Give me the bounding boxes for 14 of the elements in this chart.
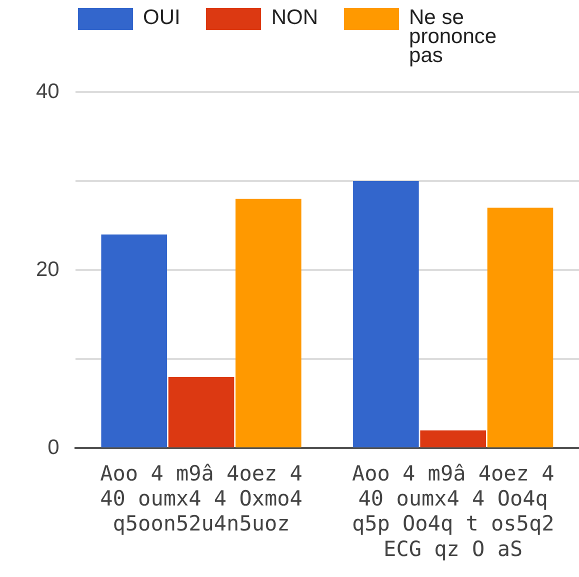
bar [101,234,168,448]
y-tick-label: 20 [36,258,60,281]
y-tick-label: 40 [36,80,60,103]
bar [487,208,554,448]
bar [353,181,419,448]
legend-label: OUI [143,6,180,29]
y-tick-label: 0 [48,436,60,459]
legend-label: Ne se prononce pas [409,6,498,67]
x-tick-label: Aoo 4 m9â 4oez 4 40 oumx4 4 Oxmo4 q5oon52u4n5uoz [100,461,302,536]
bar [420,430,486,448]
bar [236,198,302,448]
legend-label: NON [271,6,318,29]
x-tick-label: Aoo 4 m9â 4oez 4 40 oumx4 4 Oo4q q5p Oo4q t os5q2 ECG qz O aS [352,461,554,561]
bar [168,376,234,448]
